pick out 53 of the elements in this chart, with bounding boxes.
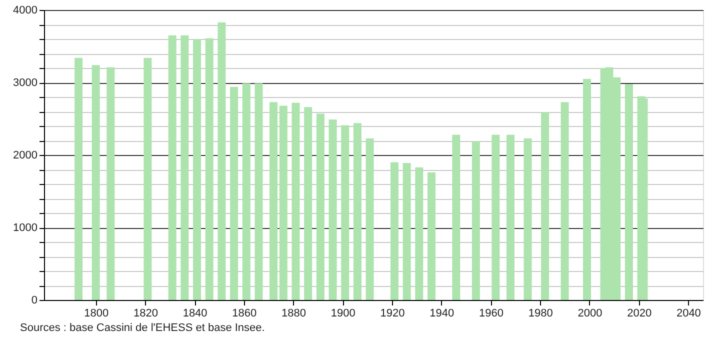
y-tick-label: 2000 [13,150,38,162]
bar [402,162,411,300]
bar [452,134,460,300]
bar [279,106,288,300]
bar [353,123,362,300]
y-tick-label: 1000 [13,222,38,234]
x-tick-label: 1920 [380,308,405,320]
bar [218,22,226,300]
bar [390,162,398,300]
x-tick-label: 1900 [330,308,356,320]
bar [205,38,214,300]
bar [541,112,550,300]
bar [328,119,337,300]
x-tick-label: 1820 [133,308,158,320]
bar [292,102,300,300]
x-tick-label: 1940 [430,308,454,320]
bar [92,65,100,300]
x-tick-label: 1960 [478,308,504,320]
bar [492,134,500,300]
y-tick-label: 0 [31,294,38,306]
bar [582,78,591,300]
bar [506,134,514,300]
bar [472,141,480,300]
bar [230,86,238,300]
bar [74,58,83,300]
bar [624,84,633,300]
bar [180,35,189,300]
x-tick-label: 2040 [676,308,701,320]
bar [524,138,532,300]
bar [168,35,176,300]
x-tick-label: 2020 [627,308,652,320]
bar [270,102,278,300]
bar [428,172,436,300]
x-tick-label: 1880 [282,308,306,320]
bar [316,114,324,300]
bar [254,83,263,300]
bar [341,125,350,300]
y-tick-label: 4000 [13,4,38,16]
bar [193,39,202,300]
x-tick-label: 1980 [528,308,553,320]
bar [415,167,424,300]
bar [560,102,569,300]
bar [304,107,312,300]
bar [242,83,250,300]
y-tick-label: 3000 [13,77,38,89]
x-tick-label: 1860 [232,308,257,320]
x-tick-label: 1840 [182,308,208,320]
source-note: Sources : base Cassini de l'EHESS et base Insee. [20,322,265,334]
bar [366,138,374,300]
x-tick-label: 1800 [84,308,109,320]
bar [144,58,152,300]
x-tick-label: 2000 [578,308,602,320]
bar [106,67,115,300]
